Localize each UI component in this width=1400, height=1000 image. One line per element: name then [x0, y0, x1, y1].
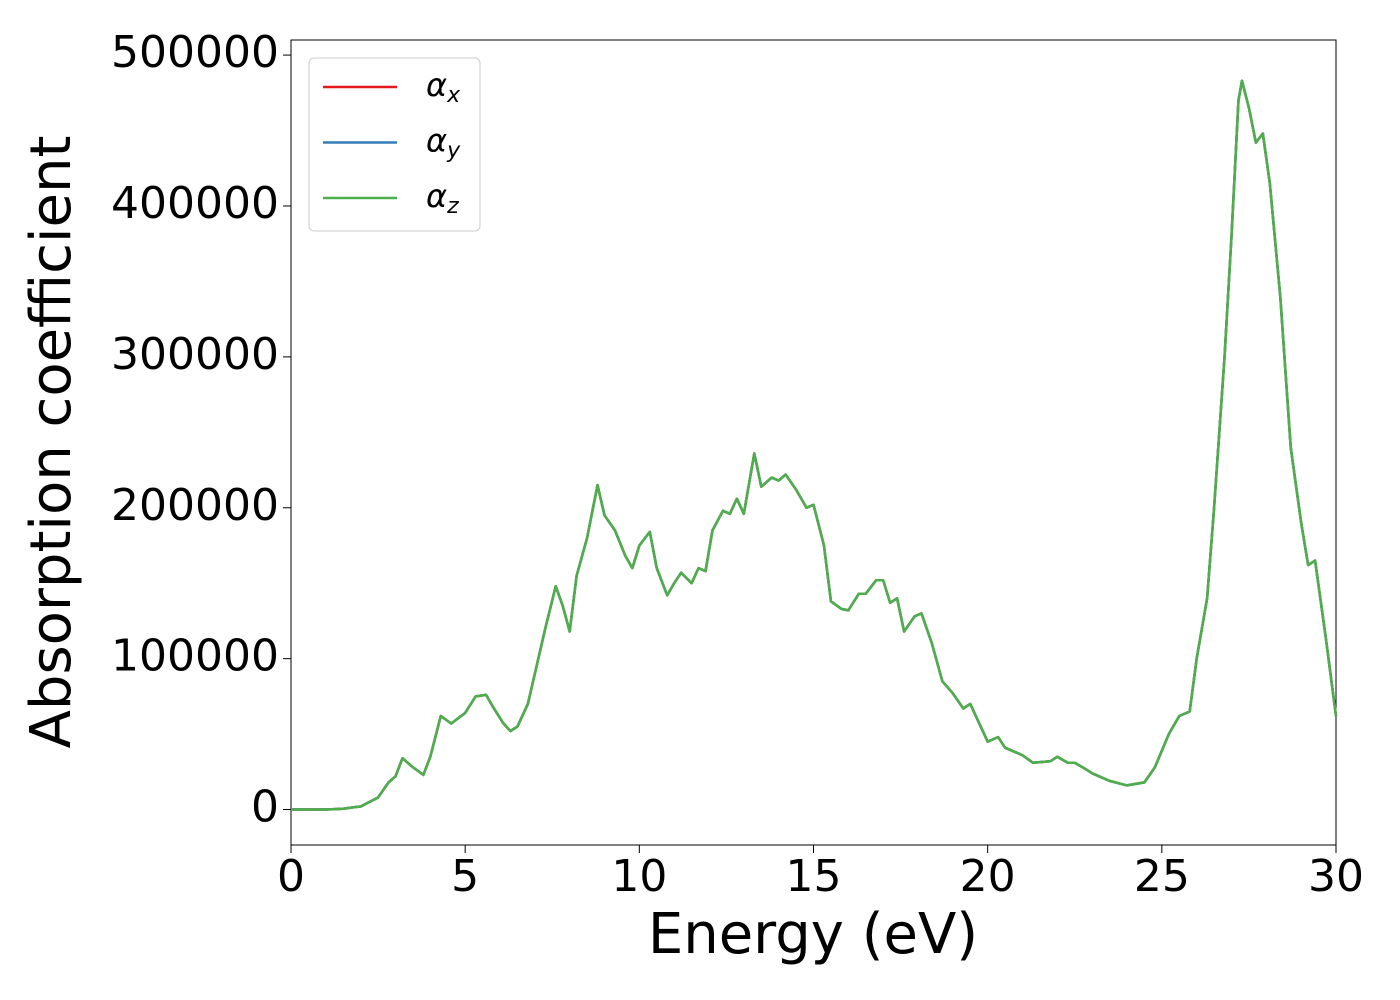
y-tick-label: 500000: [111, 27, 279, 78]
x-tick-label: 15: [786, 851, 842, 902]
legend-label: αx: [426, 66, 461, 108]
x-tick-label: 30: [1308, 851, 1364, 902]
x-tick-label: 0: [277, 851, 305, 902]
legend: αx αy αz: [308, 57, 481, 232]
legend-label: αy: [426, 122, 461, 164]
x-tick-label: 20: [960, 851, 1016, 902]
x-tick-label: 25: [1134, 851, 1190, 902]
y-tick-label: 0: [251, 782, 279, 833]
x-tick-label: 5: [451, 851, 479, 902]
y-tick-label: 200000: [111, 480, 279, 531]
y-tick-label: 100000: [111, 631, 279, 682]
x-axis-label: Energy (eV): [648, 902, 978, 967]
legend-label: αz: [426, 177, 459, 219]
legend-box: [308, 57, 481, 232]
y-axis-label: Absorption coefficient: [19, 136, 84, 749]
series-line: [291, 79, 1338, 811]
y-tick-label: 400000: [111, 178, 279, 229]
y-tick-label: 300000: [111, 329, 279, 380]
x-tick-label: 10: [611, 851, 667, 902]
